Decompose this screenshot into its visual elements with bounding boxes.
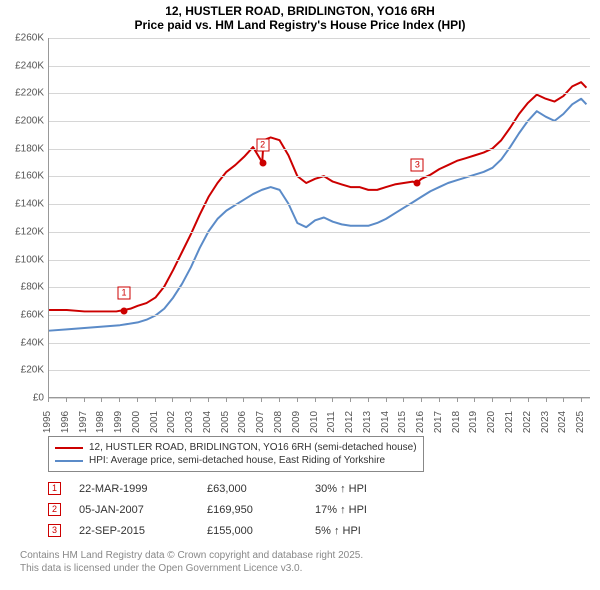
legend-label: HPI: Average price, semi-detached house,… — [89, 455, 385, 466]
x-tick-label: 1999 — [113, 411, 125, 433]
y-tick-label: £200K — [0, 116, 44, 127]
footer-attribution: Contains HM Land Registry data © Crown c… — [0, 541, 600, 579]
sale-date: 22-MAR-1999 — [79, 483, 189, 495]
legend-item-hpi: HPI: Average price, semi-detached house,… — [55, 454, 417, 467]
legend-swatch — [55, 460, 83, 462]
x-tick-label: 2016 — [415, 411, 427, 433]
sale-date: 05-JAN-2007 — [79, 504, 189, 516]
sale-marker-box: 1 — [117, 286, 130, 299]
x-tick-label: 2004 — [202, 411, 214, 433]
x-tick-label: 2020 — [486, 411, 498, 433]
x-tick-label: 2014 — [380, 411, 392, 433]
plot-region: 1 2 3 — [48, 38, 590, 398]
sale-marker-box: 2 — [256, 138, 269, 151]
y-tick-label: £220K — [0, 88, 44, 99]
x-tick-label: 2022 — [522, 411, 534, 433]
x-tick-label: 2013 — [362, 411, 374, 433]
x-tick-label: 2021 — [504, 411, 516, 433]
sale-price: £63,000 — [207, 483, 297, 495]
y-tick-label: £180K — [0, 143, 44, 154]
y-tick-label: £80K — [0, 282, 44, 293]
sale-row: 3 22-SEP-2015 £155,000 5% ↑ HPI — [0, 520, 600, 541]
chart-area: £0 £20K £40K £60K £80K £100K £120K £140K £160K £1… — [0, 38, 600, 428]
sales-table: 1 22-MAR-1999 £63,000 30% ↑ HPI 2 05-JAN-2007… — [0, 478, 600, 541]
x-tick-label: 2025 — [575, 411, 587, 433]
x-tick-label: 2024 — [557, 411, 569, 433]
x-tick-label: 2011 — [326, 411, 338, 433]
sale-index-box: 1 — [48, 482, 61, 495]
sale-index-box: 2 — [48, 503, 61, 516]
sale-marker-box: 3 — [411, 159, 424, 172]
sale-row: 2 05-JAN-2007 £169,950 17% ↑ HPI — [0, 499, 600, 520]
chart-title-line2: Price paid vs. HM Land Registry's House … — [0, 18, 600, 38]
sale-marker-dot — [259, 159, 266, 166]
x-tick-label: 1995 — [42, 411, 54, 433]
sale-delta: 5% ↑ HPI — [315, 525, 361, 537]
legend-label: 12, HUSTLER ROAD, BRIDLINGTON, YO16 6RH … — [89, 442, 417, 453]
x-tick-label: 2017 — [433, 411, 445, 433]
sale-delta: 30% ↑ HPI — [315, 483, 367, 495]
x-tick-label: 2000 — [131, 411, 143, 433]
x-tick-label: 2005 — [220, 411, 232, 433]
legend-swatch — [55, 447, 83, 449]
legend-item-price-paid: 12, HUSTLER ROAD, BRIDLINGTON, YO16 6RH … — [55, 441, 417, 454]
sale-index-box: 3 — [48, 524, 61, 537]
footer-line1: Contains HM Land Registry data © Crown c… — [20, 549, 590, 562]
sale-marker-dot — [120, 307, 127, 314]
sale-row: 1 22-MAR-1999 £63,000 30% ↑ HPI — [0, 478, 600, 499]
chart-title-line1: 12, HUSTLER ROAD, BRIDLINGTON, YO16 6RH — [0, 0, 600, 18]
x-tick-label: 1996 — [60, 411, 72, 433]
x-tick-label: 1997 — [78, 411, 90, 433]
y-tick-label: £100K — [0, 254, 44, 265]
sale-price: £169,950 — [207, 504, 297, 516]
x-tick-label: 2018 — [451, 411, 463, 433]
y-tick-label: £120K — [0, 226, 44, 237]
y-tick-label: £0 — [0, 393, 44, 404]
y-tick-label: £60K — [0, 309, 44, 320]
sale-date: 22-SEP-2015 — [79, 525, 189, 537]
series-price_paid — [49, 82, 586, 311]
legend-box: 12, HUSTLER ROAD, BRIDLINGTON, YO16 6RH … — [48, 436, 424, 472]
y-tick-label: £160K — [0, 171, 44, 182]
x-tick-label: 1998 — [95, 411, 107, 433]
x-tick-label: 2012 — [344, 411, 356, 433]
footer-line2: This data is licensed under the Open Gov… — [20, 562, 590, 575]
x-tick-label: 2015 — [397, 411, 409, 433]
sale-marker-dot — [414, 180, 421, 187]
x-tick-label: 2002 — [166, 411, 178, 433]
x-tick-label: 2019 — [468, 411, 480, 433]
x-tick-label: 2007 — [255, 411, 267, 433]
y-tick-label: £140K — [0, 199, 44, 210]
x-tick-label: 2001 — [149, 411, 161, 433]
y-tick-label: £240K — [0, 60, 44, 71]
x-tick-label: 2009 — [291, 411, 303, 433]
y-tick-label: £40K — [0, 337, 44, 348]
x-tick-label: 2006 — [237, 411, 249, 433]
sale-delta: 17% ↑ HPI — [315, 504, 367, 516]
y-tick-label: £260K — [0, 33, 44, 44]
x-tick-label: 2010 — [309, 411, 321, 433]
x-tick-label: 2003 — [184, 411, 196, 433]
y-tick-label: £20K — [0, 365, 44, 376]
x-axis-labels: 1995199619971998199920002001200220032004… — [48, 398, 590, 428]
sale-price: £155,000 — [207, 525, 297, 537]
x-tick-label: 2023 — [540, 411, 552, 433]
x-tick-label: 2008 — [273, 411, 285, 433]
